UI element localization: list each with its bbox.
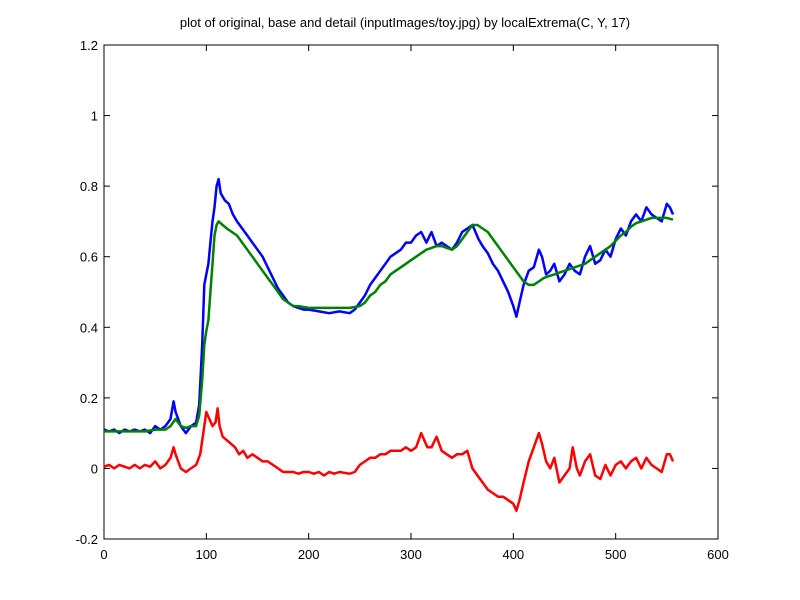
chart-title: plot of original, base and detail (input… (180, 15, 630, 30)
x-tick-label: 100 (195, 547, 217, 562)
plot-area (103, 44, 719, 540)
axis-ticks: 0 100 200 300 400 500 600-0.200.20.40.60.811.2 (76, 38, 729, 562)
series-layer (103, 177, 675, 513)
y-tick-label: -0.2 (76, 532, 98, 547)
y-tick-label: 1.2 (80, 38, 98, 53)
x-tick-label: 0 (100, 547, 107, 562)
x-tick-label: 400 (502, 547, 524, 562)
x-tick-label: 500 (605, 547, 627, 562)
y-tick-label: 0.4 (80, 320, 98, 335)
y-tick-label: 1 (91, 109, 98, 124)
series-line-red (103, 407, 675, 513)
x-tick-label: 600 (707, 547, 729, 562)
y-tick-label: 0.6 (80, 250, 98, 265)
y-tick-label: 0.2 (80, 391, 98, 406)
x-tick-label: 300 (400, 547, 422, 562)
y-tick-label: 0 (91, 461, 98, 476)
series-line-green (104, 216, 674, 433)
y-tick-label: 0.8 (80, 179, 98, 194)
x-tick-label: 200 (298, 547, 320, 562)
